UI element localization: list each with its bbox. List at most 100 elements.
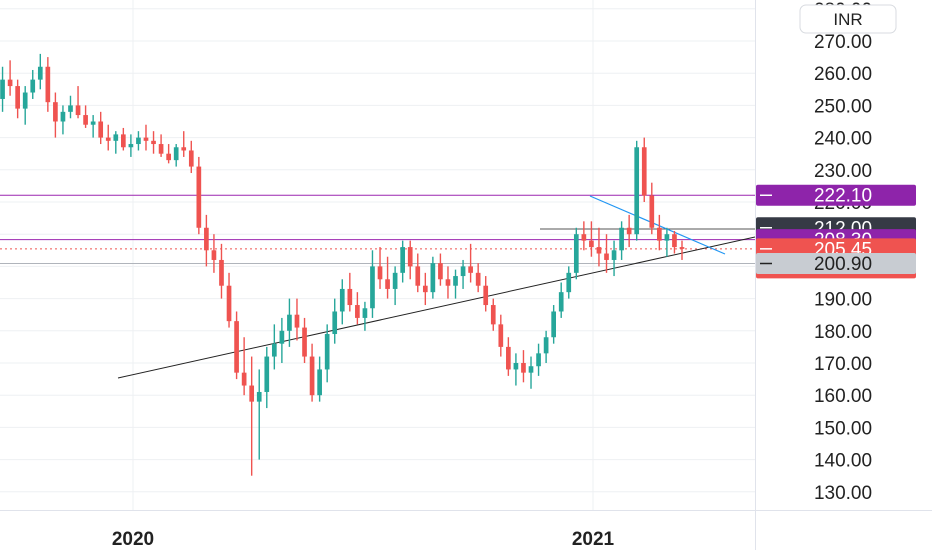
candle[interactable] bbox=[498, 314, 504, 357]
candle[interactable] bbox=[679, 240, 685, 260]
candle[interactable] bbox=[641, 137, 647, 202]
candle[interactable] bbox=[611, 240, 617, 277]
price-label-purple[interactable]: 222.10 bbox=[756, 184, 916, 207]
candle[interactable] bbox=[377, 247, 383, 289]
candle[interactable] bbox=[543, 330, 549, 363]
candle-body bbox=[15, 86, 20, 109]
candle[interactable] bbox=[415, 253, 421, 293]
candle[interactable] bbox=[249, 356, 255, 476]
candle[interactable] bbox=[271, 324, 277, 370]
candle[interactable] bbox=[551, 305, 556, 344]
candle[interactable] bbox=[302, 317, 307, 363]
candle[interactable] bbox=[558, 282, 564, 318]
candle[interactable] bbox=[105, 124, 111, 151]
candle[interactable] bbox=[309, 343, 315, 402]
candle[interactable] bbox=[506, 337, 511, 376]
candle[interactable] bbox=[324, 324, 330, 383]
candle[interactable] bbox=[219, 243, 224, 299]
candle[interactable] bbox=[256, 369, 262, 460]
candle[interactable] bbox=[15, 79, 20, 119]
candle[interactable] bbox=[619, 221, 624, 260]
ascending-trendline[interactable] bbox=[117, 236, 756, 379]
candle[interactable] bbox=[143, 124, 149, 151]
candle[interactable] bbox=[0, 66, 5, 112]
candle[interactable] bbox=[521, 350, 526, 383]
candle[interactable] bbox=[173, 144, 179, 167]
candle[interactable] bbox=[339, 279, 345, 325]
candle[interactable] bbox=[475, 263, 481, 293]
candle[interactable] bbox=[136, 131, 141, 151]
candle[interactable] bbox=[536, 343, 541, 376]
candle[interactable] bbox=[83, 105, 88, 128]
candle[interactable] bbox=[188, 140, 194, 174]
candle[interactable] bbox=[287, 298, 292, 347]
candle[interactable] bbox=[234, 311, 239, 380]
candle[interactable] bbox=[664, 227, 670, 257]
candle[interactable] bbox=[30, 69, 36, 99]
time-axis[interactable]: 2020 2021 bbox=[112, 529, 615, 550]
candle[interactable] bbox=[332, 298, 338, 344]
candle[interactable] bbox=[166, 144, 171, 164]
candle[interactable] bbox=[589, 221, 594, 257]
candle[interactable] bbox=[98, 111, 104, 145]
candle[interactable] bbox=[37, 53, 43, 90]
candle[interactable] bbox=[513, 353, 519, 386]
candle[interactable] bbox=[128, 134, 134, 157]
candle[interactable] bbox=[392, 266, 398, 306]
candle[interactable] bbox=[422, 272, 428, 306]
candle[interactable] bbox=[7, 60, 13, 96]
price-label-grey[interactable]: 200.90 bbox=[756, 253, 916, 275]
candle[interactable] bbox=[370, 250, 375, 318]
candle[interactable] bbox=[90, 115, 96, 138]
candle[interactable] bbox=[22, 86, 28, 125]
candle[interactable] bbox=[460, 259, 466, 289]
candle[interactable] bbox=[68, 95, 73, 119]
candle[interactable] bbox=[158, 134, 164, 157]
candle[interactable] bbox=[566, 266, 572, 299]
candle[interactable] bbox=[264, 346, 270, 409]
candle[interactable] bbox=[407, 240, 413, 280]
descending-trendline[interactable] bbox=[589, 195, 726, 255]
candle[interactable] bbox=[294, 298, 300, 341]
candle[interactable] bbox=[490, 298, 496, 331]
candle[interactable] bbox=[438, 253, 443, 286]
candle[interactable] bbox=[672, 230, 677, 254]
candle[interactable] bbox=[626, 214, 632, 248]
candle[interactable] bbox=[113, 131, 119, 154]
candle[interactable] bbox=[400, 240, 406, 283]
candle[interactable] bbox=[196, 156, 202, 235]
candle[interactable] bbox=[121, 127, 126, 151]
candle[interactable] bbox=[385, 256, 390, 299]
candle[interactable] bbox=[241, 337, 247, 396]
candle[interactable] bbox=[528, 356, 534, 389]
candle[interactable] bbox=[60, 105, 66, 135]
candle[interactable] bbox=[279, 317, 285, 363]
candle[interactable] bbox=[634, 140, 640, 241]
candle[interactable] bbox=[53, 92, 58, 138]
candle[interactable] bbox=[657, 214, 662, 251]
candle[interactable] bbox=[445, 266, 451, 299]
candle[interactable] bbox=[596, 227, 602, 267]
candle[interactable] bbox=[468, 243, 473, 283]
candle[interactable] bbox=[75, 86, 81, 119]
candle[interactable] bbox=[604, 234, 609, 273]
candle[interactable] bbox=[649, 182, 655, 235]
candle[interactable] bbox=[573, 227, 579, 280]
candle[interactable] bbox=[45, 57, 51, 112]
candle[interactable] bbox=[211, 234, 217, 273]
candle[interactable] bbox=[453, 269, 458, 299]
candle[interactable] bbox=[362, 301, 368, 331]
candle[interactable] bbox=[181, 131, 187, 157]
candle[interactable] bbox=[355, 292, 360, 325]
candle[interactable] bbox=[581, 221, 587, 251]
candle[interactable] bbox=[483, 276, 489, 312]
candle[interactable] bbox=[204, 214, 209, 267]
candle[interactable] bbox=[151, 131, 156, 154]
currency-badge[interactable]: INR bbox=[799, 4, 897, 34]
candle[interactable] bbox=[430, 256, 436, 299]
candle[interactable] bbox=[347, 272, 353, 312]
candle[interactable] bbox=[317, 356, 322, 402]
candle[interactable] bbox=[226, 272, 232, 328]
